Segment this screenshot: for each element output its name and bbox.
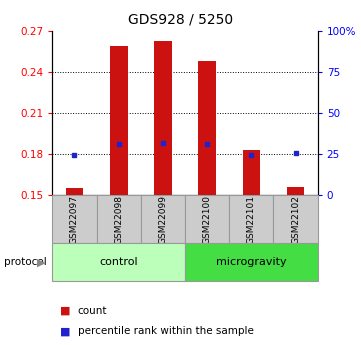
Text: percentile rank within the sample: percentile rank within the sample bbox=[78, 326, 253, 336]
Bar bbox=[66, 188, 83, 195]
Bar bbox=[97, 195, 141, 243]
Text: GDS928 / 5250: GDS928 / 5250 bbox=[128, 12, 233, 26]
Bar bbox=[287, 187, 304, 195]
Text: GSM22101: GSM22101 bbox=[247, 195, 256, 244]
Bar bbox=[52, 195, 97, 243]
Bar bbox=[185, 243, 318, 281]
Bar bbox=[243, 150, 260, 195]
Text: GSM22100: GSM22100 bbox=[203, 195, 212, 244]
Bar bbox=[198, 61, 216, 195]
Text: protocol: protocol bbox=[4, 257, 46, 267]
Text: microgravity: microgravity bbox=[216, 257, 287, 267]
Bar bbox=[229, 195, 274, 243]
Bar bbox=[141, 195, 185, 243]
Bar bbox=[154, 41, 172, 195]
Bar bbox=[185, 195, 229, 243]
Bar bbox=[52, 243, 185, 281]
Text: GSM22097: GSM22097 bbox=[70, 195, 79, 244]
Bar bbox=[274, 195, 318, 243]
Text: ■: ■ bbox=[60, 326, 70, 336]
Text: ■: ■ bbox=[60, 306, 70, 315]
Text: GSM22098: GSM22098 bbox=[114, 195, 123, 244]
Text: GSM22099: GSM22099 bbox=[158, 195, 168, 244]
Text: control: control bbox=[99, 257, 138, 267]
Text: GSM22102: GSM22102 bbox=[291, 195, 300, 244]
Text: count: count bbox=[78, 306, 107, 315]
Bar bbox=[110, 46, 127, 195]
Text: ▶: ▶ bbox=[37, 257, 46, 267]
